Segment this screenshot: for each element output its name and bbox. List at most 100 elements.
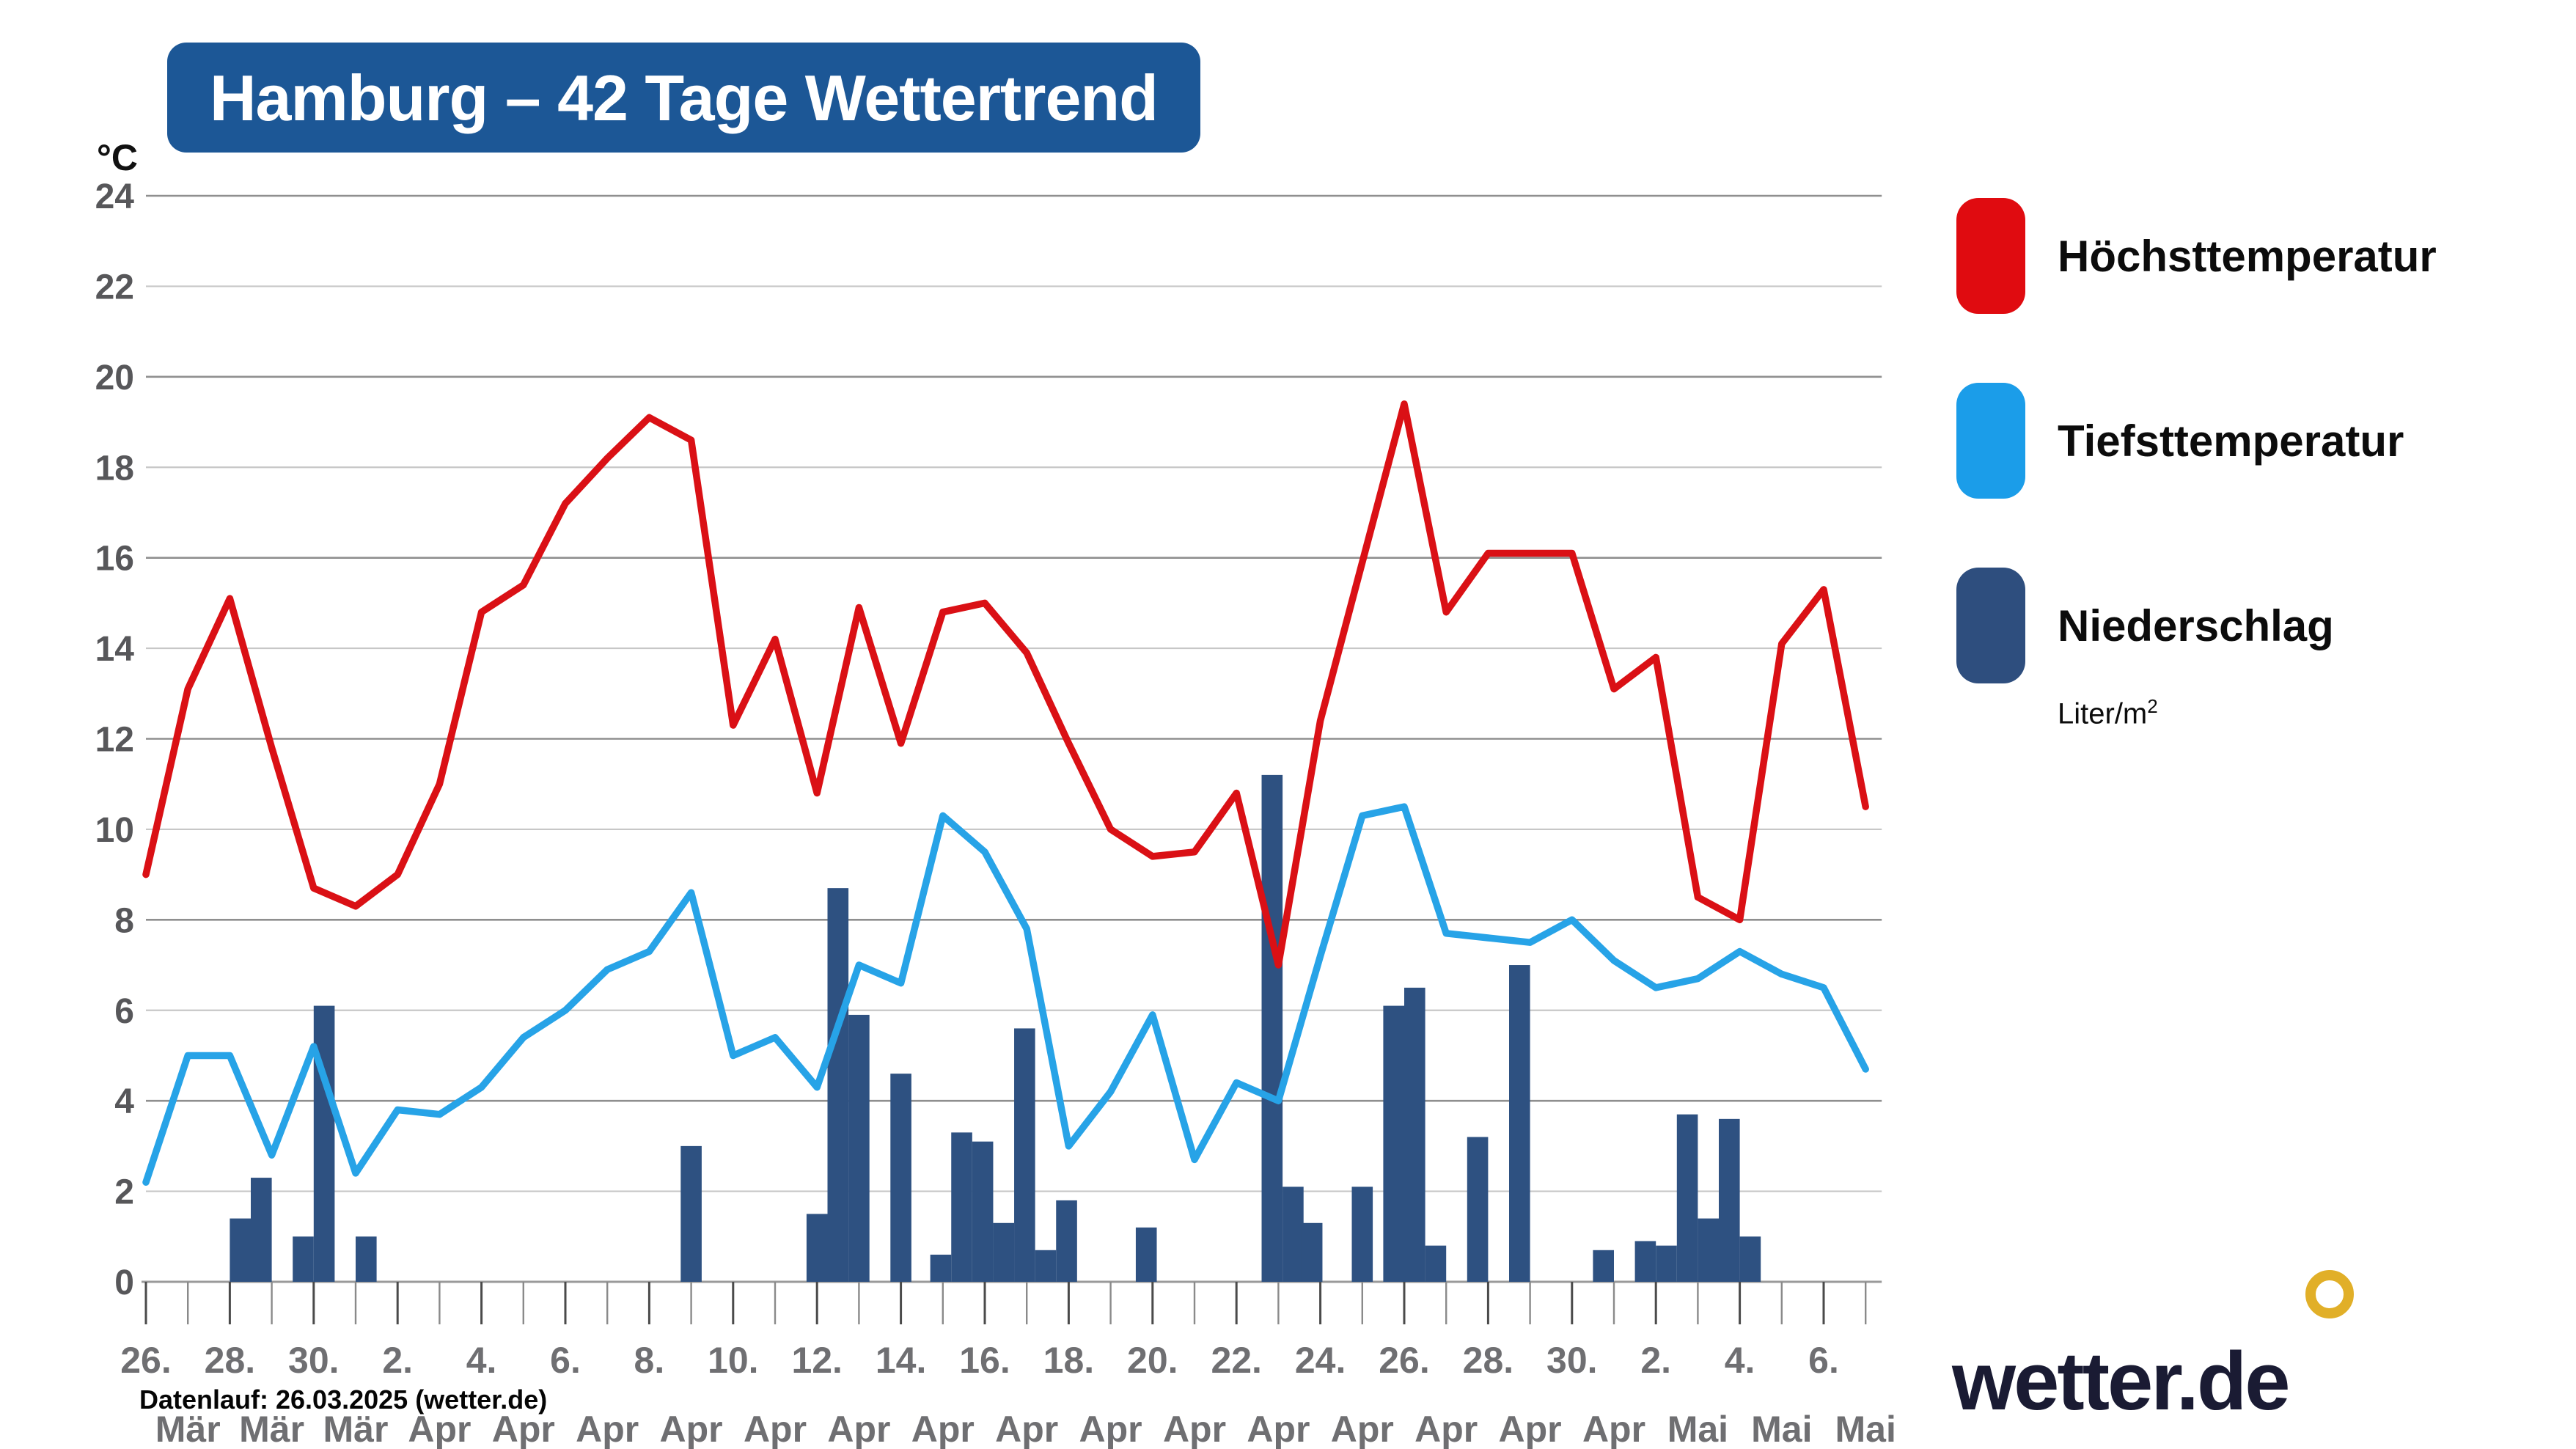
x-day-label-2: 28.: [205, 1340, 256, 1381]
precip-bar: [1056, 1200, 1077, 1282]
y-tick-label-2: 2: [114, 1173, 134, 1212]
precip-bar: [1467, 1137, 1489, 1282]
precip-bar: [356, 1236, 377, 1282]
y-tick-label-22: 22: [95, 268, 134, 307]
precip-bar: [1135, 1227, 1157, 1282]
x-month-label-28: Apr: [1331, 1409, 1394, 1449]
x-day-label-26: 22.: [1211, 1340, 1262, 1381]
precip-bar: [1719, 1118, 1740, 1282]
precip-bar: [1351, 1186, 1373, 1282]
precip-bar: [972, 1141, 994, 1282]
x-month-label-2: Mär: [239, 1409, 304, 1449]
data-run-note: Datenlauf: 26.03.2025 (wetter.de): [139, 1384, 548, 1415]
precip-bar: [1593, 1250, 1614, 1282]
y-tick-label-4: 4: [114, 1082, 134, 1121]
y-tick-label-18: 18: [95, 449, 134, 488]
high-temp-line: [142, 400, 1869, 969]
precip-bar: [848, 1014, 870, 1282]
precip-bar: [293, 1236, 314, 1282]
x-month-label-18: Apr: [911, 1409, 975, 1449]
chart-title-pill: Hamburg – 42 Tage Wettertrend: [167, 43, 1200, 153]
high-temp-swatch-icon: [1956, 198, 2025, 314]
x-day-label-32: 28.: [1463, 1340, 1514, 1381]
x-month-label-20: Apr: [995, 1409, 1058, 1449]
wetter-de-logo-text: wetter.de: [1952, 1335, 2291, 1427]
x-month-label-6: Apr: [408, 1409, 471, 1449]
x-day-label-10: 6.: [550, 1340, 581, 1381]
precip-bar: [1509, 965, 1530, 1282]
x-day-label-20: 16.: [959, 1340, 1010, 1381]
legend-label-high: Höchsttemperatur: [2058, 231, 2437, 281]
x-month-label-34: Apr: [1582, 1409, 1645, 1449]
precip-unit-label: Liter/m2: [2058, 695, 2158, 730]
x-day-label-14: 10.: [708, 1340, 759, 1381]
x-day-label-0: 26.: [120, 1340, 172, 1381]
y-tick-label-0: 0: [114, 1263, 134, 1302]
x-day-label-16: 12.: [791, 1340, 843, 1381]
precip-bar: [1739, 1236, 1761, 1282]
y-tick-label-10: 10: [95, 811, 134, 850]
legend-item-tiefsttemperatur: Tiefsttemperatur: [1956, 383, 2404, 499]
chart-title: Hamburg – 42 Tage Wettertrend: [210, 62, 1159, 134]
x-month-label-14: Apr: [744, 1409, 807, 1449]
x-axis-labels: 26. Mär 28. Mär 30. Mär 2. Apr 4. Apr 6. Apr 8. Apr 10…: [120, 1340, 1896, 1449]
x-month-label-38: Mai: [1751, 1409, 1812, 1449]
x-day-label-40: 6.: [1808, 1340, 1839, 1381]
legend-label-low: Tiefsttemperatur: [2058, 416, 2404, 466]
x-day-label-6: 2.: [382, 1340, 413, 1381]
x-day-label-38: 4.: [1725, 1340, 1755, 1381]
precip-bar: [1656, 1245, 1677, 1282]
y-tick-label-24: 24: [95, 177, 135, 216]
y-tick-label-6: 6: [114, 992, 134, 1031]
legend-item-niederschlag: Niederschlag: [1956, 568, 2334, 683]
x-day-label-22: 18.: [1043, 1340, 1095, 1381]
precip-bar: [1676, 1114, 1698, 1282]
sun-ring-icon: [2305, 1270, 2354, 1318]
x-month-label-24: Apr: [1163, 1409, 1226, 1449]
precip-bar: [1301, 1222, 1323, 1282]
x-day-label-30: 26.: [1379, 1340, 1430, 1381]
precip-bar: [1698, 1218, 1719, 1282]
y-axis-unit: °C: [97, 137, 138, 178]
precip-bar: [1261, 774, 1283, 1282]
low-temp-swatch-icon: [1956, 383, 2025, 499]
precip-bar: [1383, 1005, 1404, 1282]
low-temp-line: [142, 803, 1869, 1186]
legend-label-precip: Niederschlag: [2058, 601, 2334, 650]
precip-bar: [1425, 1245, 1447, 1282]
x-month-label-40: Mai: [1835, 1409, 1896, 1449]
precip-bar: [993, 1222, 1015, 1282]
wetter-de-logo: wetter.de: [1952, 1270, 2354, 1427]
x-day-label-28: 24.: [1295, 1340, 1346, 1381]
precip-bar: [1634, 1241, 1656, 1282]
precip-bar: [1404, 987, 1425, 1282]
x-month-label-0: Mär: [155, 1409, 221, 1449]
precip-unit-superscript: 2: [2147, 695, 2158, 717]
precip-bar: [930, 1254, 952, 1282]
precip-bar: [827, 888, 849, 1282]
precip-bar: [680, 1145, 702, 1282]
precip-bar: [890, 1074, 911, 1282]
x-month-label-16: Apr: [827, 1409, 890, 1449]
precip-swatch-icon: [1956, 568, 2025, 683]
y-tick-label-12: 12: [95, 721, 134, 760]
precip-bar: [806, 1214, 828, 1282]
x-month-label-30: Apr: [1414, 1409, 1478, 1449]
x-day-label-34: 30.: [1546, 1340, 1598, 1381]
x-day-label-24: 20.: [1127, 1340, 1178, 1381]
x-day-label-12: 8.: [634, 1340, 665, 1381]
x-month-label-12: Apr: [660, 1409, 723, 1449]
x-month-label-32: Apr: [1499, 1409, 1562, 1449]
precip-bar: [1035, 1250, 1057, 1282]
y-tick-label-20: 20: [95, 359, 134, 397]
x-month-label-4: Mär: [323, 1409, 389, 1449]
x-month-label-10: Apr: [576, 1409, 639, 1449]
precip-bar: [1014, 1028, 1035, 1282]
x-month-label-36: Mai: [1667, 1409, 1728, 1449]
precip-bar: [951, 1132, 972, 1282]
x-day-label-8: 4.: [466, 1340, 497, 1381]
precipitation-bars: [230, 774, 1761, 1282]
